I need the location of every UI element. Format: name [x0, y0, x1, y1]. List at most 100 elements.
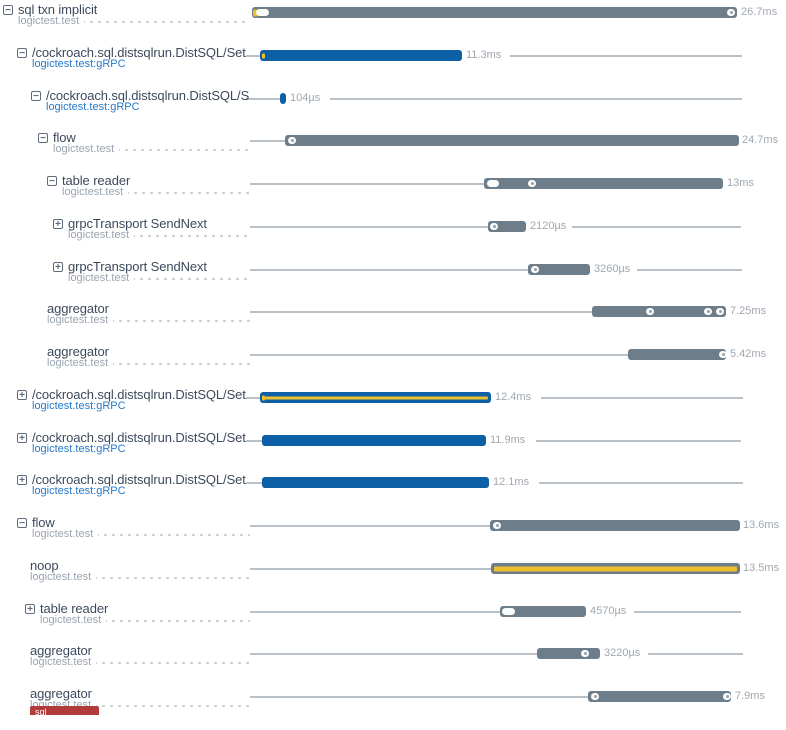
timeline-line — [250, 653, 537, 655]
span-title[interactable]: /cockroach.sql.distsqlrun.DistSQL/Set — [32, 388, 246, 402]
expand-icon[interactable]: + — [17, 390, 27, 401]
span-marker — [581, 650, 589, 657]
trace-span-row: − flow logictest.test 24.7ms — [0, 131, 786, 174]
span-subtitle: logictest.test:gRPC — [32, 443, 131, 455]
expand-icon[interactable]: + — [53, 219, 63, 230]
span-bar[interactable] — [488, 221, 526, 232]
span-subtitle: logictest.test:gRPC — [46, 101, 145, 113]
span-title[interactable]: aggregator — [30, 644, 92, 658]
span-marker — [493, 522, 501, 529]
span-title[interactable]: flow — [32, 516, 55, 530]
marker-dot — [721, 353, 725, 356]
span-bar[interactable] — [592, 306, 726, 317]
span-title[interactable]: /cockroach.sql.distsqlrun.DistSQL/Set — [32, 473, 246, 487]
expand-icon[interactable]: + — [17, 475, 27, 486]
span-bar[interactable] — [285, 135, 739, 146]
span-marker — [591, 693, 599, 700]
timeline-line — [250, 269, 528, 271]
span-title[interactable]: sql txn implicit — [18, 3, 98, 17]
timeline-line — [250, 354, 628, 356]
collapse-icon[interactable]: − — [31, 91, 41, 102]
span-subtitle: logictest.test — [32, 528, 99, 540]
span-title[interactable]: aggregator — [47, 302, 109, 316]
timeline-line — [250, 525, 490, 527]
span-title[interactable]: table reader — [62, 174, 131, 188]
span-bar[interactable] — [628, 349, 726, 360]
span-bar[interactable] — [280, 93, 286, 104]
span-bar[interactable] — [260, 50, 462, 61]
span-duration: 11.3ms — [466, 49, 502, 61]
timeline-line — [250, 140, 285, 142]
span-title[interactable]: /cockroach.sql.distsqlrun.DistSQL/Set — [32, 431, 246, 445]
span-bar[interactable] — [262, 435, 486, 446]
span-subtitle: logictest.test:gRPC — [32, 400, 131, 412]
trace-span-row: − flow logictest.test 13.6ms — [0, 516, 786, 559]
trace-span-row: − sql txn implicit logictest.test 26.7ms — [0, 3, 786, 46]
span-duration: 2120µs — [530, 220, 567, 232]
timeline-line — [572, 226, 741, 228]
collapse-icon[interactable]: − — [3, 5, 13, 16]
collapse-icon[interactable]: − — [17, 48, 27, 59]
busy-highlight — [494, 566, 737, 571]
trace-span-row: + table reader logictest.test 4570µs — [0, 602, 786, 645]
span-bar[interactable] — [490, 520, 740, 531]
timeline-line — [250, 611, 500, 613]
span-title[interactable]: grpcTransport SendNext — [68, 217, 207, 231]
collapse-icon[interactable]: − — [38, 133, 48, 144]
trace-span-row: − table reader logictest.test 13ms — [0, 174, 786, 217]
expand-icon[interactable]: + — [17, 433, 27, 444]
expand-icon[interactable]: + — [25, 604, 35, 615]
span-title[interactable]: aggregator — [30, 687, 92, 701]
span-duration: 13ms — [727, 177, 754, 189]
span-bar[interactable] — [252, 7, 737, 18]
span-subtitle: logictest.test — [30, 656, 97, 668]
span-duration: 3220µs — [604, 647, 641, 659]
span-marker — [727, 9, 735, 16]
span-bar[interactable] — [528, 264, 590, 275]
span-bar[interactable] — [262, 477, 489, 488]
expand-icon[interactable]: + — [53, 262, 63, 273]
timeline-line — [246, 98, 280, 100]
span-subtitle: logictest.test:gRPC — [32, 58, 131, 70]
trace-span-row: + /cockroach.sql.distsqlrun.DistSQL/Set lo… — [0, 388, 786, 431]
trace-span-row: + /cockroach.sql.distsqlrun.DistSQL/Set lo… — [0, 431, 786, 474]
leader-dashes — [40, 620, 250, 622]
span-duration: 13.6ms — [743, 519, 780, 531]
trace-span-row: aggregator logictest.test 7.9ms — [0, 687, 786, 730]
span-title[interactable]: /cockroach.sql.distsqlrun.DistSQL/Set — [32, 46, 246, 60]
span-bar[interactable] — [588, 691, 731, 702]
span-subtitle: logictest.test — [53, 143, 120, 155]
timeline-line — [536, 440, 741, 442]
span-title[interactable]: table reader — [40, 602, 109, 616]
span-subtitle: logictest.test — [30, 571, 97, 583]
collapse-icon[interactable]: − — [47, 176, 57, 187]
span-title[interactable]: noop — [30, 559, 59, 573]
timeline-line — [250, 696, 588, 698]
span-bar[interactable] — [500, 606, 586, 617]
span-title[interactable]: flow — [53, 131, 76, 145]
trace-span-row: aggregator logictest.test 3220µs — [0, 644, 786, 687]
marker-dot — [492, 225, 496, 228]
trace-waterfall: − sql txn implicit logictest.test 26.7ms −/c… — [0, 3, 786, 711]
span-duration: 4570µs — [590, 605, 627, 617]
span-bar[interactable] — [537, 648, 600, 659]
trace-span-row: + grpcTransport SendNext logictest.test 326… — [0, 260, 786, 303]
collapse-icon[interactable]: − — [17, 518, 27, 529]
span-duration: 13.5ms — [743, 562, 780, 574]
span-bar[interactable] — [484, 178, 723, 189]
span-marker — [531, 266, 539, 273]
busy-highlight — [263, 396, 488, 399]
span-title[interactable]: grpcTransport SendNext — [68, 260, 207, 274]
span-title[interactable]: /cockroach.sql.distsqlrun.DistSQL/S — [46, 89, 250, 103]
leader-dashes — [47, 320, 250, 322]
trace-span-row: + /cockroach.sql.distsqlrun.DistSQL/Set lo… — [0, 473, 786, 516]
marker-dot — [718, 310, 722, 313]
timeline-line — [541, 397, 743, 399]
trace-span-row: + grpcTransport SendNext logictest.test 212… — [0, 217, 786, 260]
span-duration: 12.4ms — [495, 391, 532, 403]
span-subtitle: logictest.test — [47, 314, 114, 326]
span-bar[interactable] — [260, 392, 491, 403]
span-title[interactable]: aggregator — [47, 345, 109, 359]
leader-dashes — [30, 577, 250, 579]
span-bar[interactable] — [491, 563, 740, 574]
